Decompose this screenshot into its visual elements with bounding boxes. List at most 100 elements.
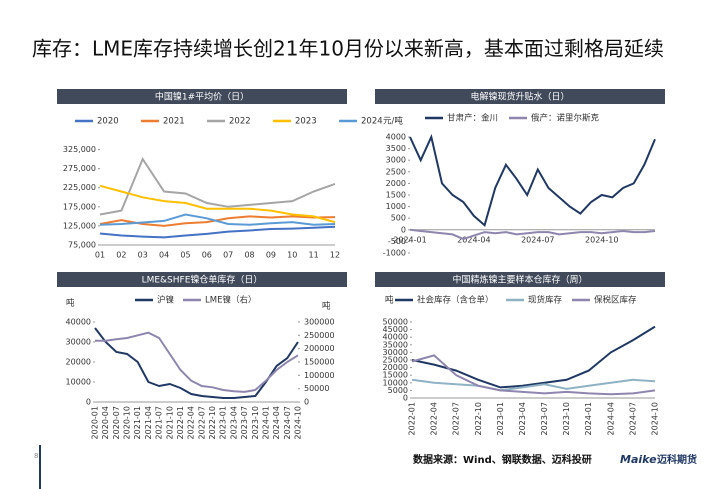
x-tick-label: 2024-07 bbox=[283, 406, 292, 439]
series-line bbox=[99, 225, 336, 239]
y-tick-label: 5000 bbox=[388, 386, 408, 395]
y-tick-label: -500 bbox=[388, 237, 406, 246]
chart-header bbox=[375, 89, 665, 104]
y-tick-label: 2500 bbox=[386, 167, 406, 176]
x-tick-label: 2020-07 bbox=[112, 406, 121, 439]
x-tick-label: 2023-01 bbox=[496, 402, 505, 435]
y-tick-label: 45000 bbox=[383, 325, 408, 334]
x-tick-label: 2024-04 bbox=[457, 235, 490, 244]
x-tick-label: 2022-10 bbox=[208, 406, 217, 439]
x-tick-label: 2021-01 bbox=[133, 406, 142, 439]
x-tick-label: 2020-10 bbox=[123, 406, 132, 439]
y-tick-label: 3500 bbox=[386, 144, 406, 153]
x-tick-label: 10 bbox=[287, 251, 297, 260]
x-tick-label: 2024-01 bbox=[261, 406, 270, 439]
x-tick-label: 2024-01 bbox=[393, 235, 426, 244]
x-tick-label: 2024-07 bbox=[628, 402, 637, 435]
x-tick-label: 2023-07 bbox=[240, 406, 249, 439]
x-tick-label: 2023-10 bbox=[251, 406, 260, 439]
chart-header bbox=[375, 272, 665, 287]
y-tick-label: 20000 bbox=[383, 363, 408, 372]
y-tick-label: 50000 bbox=[383, 318, 408, 327]
legend-label: 2020 bbox=[97, 117, 119, 127]
x-tick-label: 2024-04 bbox=[272, 406, 281, 439]
chart-title: LME&SHFE镍仓单库存（日） bbox=[142, 274, 263, 286]
y-tick-label: 125,000 bbox=[63, 221, 96, 230]
series-line bbox=[99, 184, 336, 224]
series-line bbox=[409, 228, 656, 241]
x-tick-label: 2024-01 bbox=[584, 402, 593, 435]
series-line bbox=[99, 213, 336, 226]
x-tick-label: 2021-07 bbox=[155, 406, 164, 439]
y-tick-label: 2000 bbox=[386, 179, 406, 188]
y2-tick-label: 50000 bbox=[304, 384, 329, 393]
x-tick-label: 07 bbox=[223, 251, 233, 260]
x-tick-label: 06 bbox=[202, 251, 212, 260]
x-tick-label: 2021-04 bbox=[144, 406, 153, 439]
source-note: 数据来源：Wind、钢联数据、迈科投研 bbox=[413, 453, 592, 466]
logo-en: Maike bbox=[620, 453, 657, 466]
y-tick-label: 0 bbox=[403, 394, 408, 403]
legend-label: 2022 bbox=[229, 117, 251, 127]
x-tick-label: 2022-07 bbox=[197, 406, 206, 439]
slide-title: 库存：LME库存持续增长创21年10月份以来新高，基本面过剩格局延续 bbox=[32, 37, 664, 61]
y2-tick-label: 250000 bbox=[304, 331, 335, 340]
y-tick-label: 25000 bbox=[383, 356, 408, 365]
y-tick-label: 325,000 bbox=[63, 145, 96, 154]
x-tick-label: 2023-04 bbox=[229, 406, 238, 439]
series-line bbox=[409, 133, 656, 227]
series-line bbox=[411, 354, 656, 396]
y-tick-label: 4000 bbox=[386, 133, 406, 142]
x-tick-label: 2023-01 bbox=[219, 406, 228, 439]
series-line bbox=[99, 156, 336, 216]
y-tick-label: 1000 bbox=[386, 202, 406, 211]
y2-axis-label: 吨 bbox=[322, 301, 331, 312]
y-tick-label: 35000 bbox=[383, 340, 408, 349]
page-number: 8 bbox=[34, 452, 38, 460]
x-tick-label: 2022-07 bbox=[452, 402, 461, 435]
x-tick-label: 2022-10 bbox=[474, 402, 483, 435]
legend-label: 2023 bbox=[295, 117, 317, 127]
y-tick-label: 30000 bbox=[66, 338, 91, 347]
y-tick-label: 75,000 bbox=[68, 241, 96, 250]
series-line bbox=[95, 331, 299, 393]
x-tick-label: 2021-10 bbox=[165, 406, 174, 439]
y2-tick-label: 200000 bbox=[304, 344, 335, 353]
y-tick-label: 3000 bbox=[386, 156, 406, 165]
legend-label: 保税区库存 bbox=[594, 295, 637, 306]
x-tick-label: 04 bbox=[159, 251, 169, 260]
y-tick-label: 0 bbox=[401, 225, 406, 234]
series-line bbox=[94, 327, 299, 399]
y2-tick-label: 100000 bbox=[304, 371, 335, 380]
y-axis-label: 元/吨 bbox=[383, 116, 403, 127]
x-tick-label: 2023-04 bbox=[518, 402, 527, 435]
x-tick-label: 09 bbox=[266, 251, 276, 260]
y2-tick-label: 0 bbox=[304, 398, 309, 407]
x-tick-label: 2022-01 bbox=[408, 402, 417, 435]
y-tick-label: 1500 bbox=[386, 191, 406, 200]
y-tick-label: 175,000 bbox=[63, 202, 96, 211]
y-axis-label: 吨 bbox=[385, 295, 394, 306]
x-tick-label: 2020-01 bbox=[91, 406, 100, 439]
series-line bbox=[411, 325, 656, 389]
x-tick-label: 11 bbox=[309, 251, 319, 260]
chart-header bbox=[57, 272, 347, 287]
x-tick-label: 2024-04 bbox=[606, 402, 615, 435]
series-line bbox=[411, 378, 656, 392]
y-tick-label: 10000 bbox=[383, 378, 408, 387]
x-tick-label: 2024-10 bbox=[585, 235, 618, 244]
y-tick-label: -1000 bbox=[383, 249, 406, 258]
y-tick-label: 225,000 bbox=[63, 183, 96, 192]
legend-label: 2024 bbox=[361, 117, 383, 127]
chart-header bbox=[57, 89, 347, 104]
x-tick-label: 2022-04 bbox=[430, 402, 439, 435]
y-axis-label: 吨 bbox=[66, 298, 75, 309]
y-tick-label: 30000 bbox=[383, 348, 408, 357]
x-tick-label: 2024-10 bbox=[294, 406, 303, 439]
y2-tick-label: 150000 bbox=[304, 358, 335, 367]
y-tick-label: 275,000 bbox=[63, 164, 96, 173]
y-tick-label: 40000 bbox=[383, 333, 408, 342]
x-tick-label: 2020-04 bbox=[101, 406, 110, 439]
x-tick-label: 01 bbox=[95, 251, 105, 260]
